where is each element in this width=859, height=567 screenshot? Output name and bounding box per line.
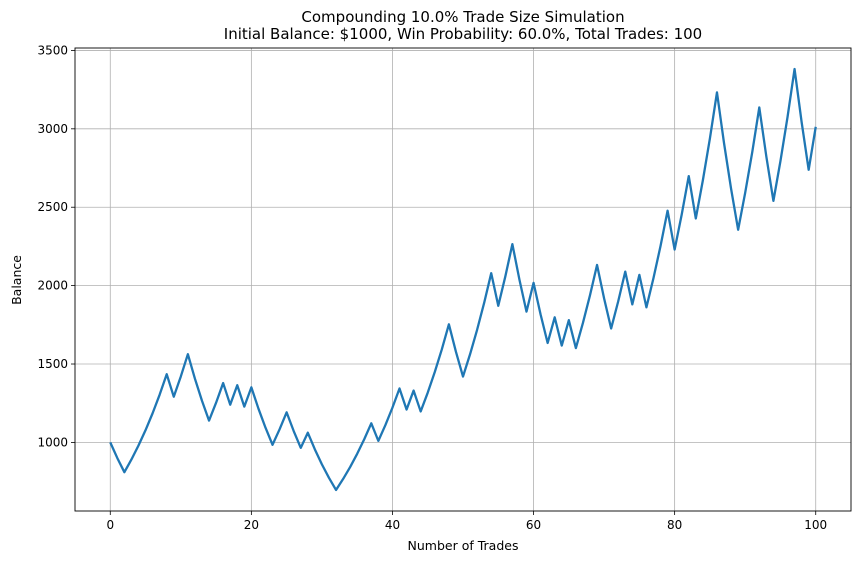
plot-area	[109, 67, 817, 492]
x-tick-label: 80	[667, 518, 682, 532]
y-axis-label: Balance	[9, 255, 24, 305]
grid	[75, 48, 851, 511]
y-tick-label: 1000	[37, 435, 68, 449]
x-tick-label: 0	[106, 518, 114, 532]
y-tick-label: 2500	[37, 200, 68, 214]
x-tick-label: 20	[244, 518, 259, 532]
x-tick-label: 60	[526, 518, 541, 532]
balance-line	[109, 67, 817, 492]
chart-subtitle: Initial Balance: $1000, Win Probability:…	[224, 25, 702, 43]
axes-frame	[74, 47, 852, 512]
y-tick-label: 3000	[37, 122, 68, 136]
y-tick-label: 3500	[37, 43, 68, 57]
ticks: 0 20 40 60 80 100 1000 1500 2000 2500 3000 3500	[37, 43, 827, 532]
chart-title: Compounding 10.0% Trade Size Simulation	[301, 8, 624, 26]
y-tick-label: 2000	[37, 279, 68, 293]
x-tick-label: 40	[385, 518, 400, 532]
x-tick-label: 100	[804, 518, 827, 532]
y-tick-label: 1500	[37, 357, 68, 371]
x-axis-label: Number of Trades	[408, 538, 519, 553]
